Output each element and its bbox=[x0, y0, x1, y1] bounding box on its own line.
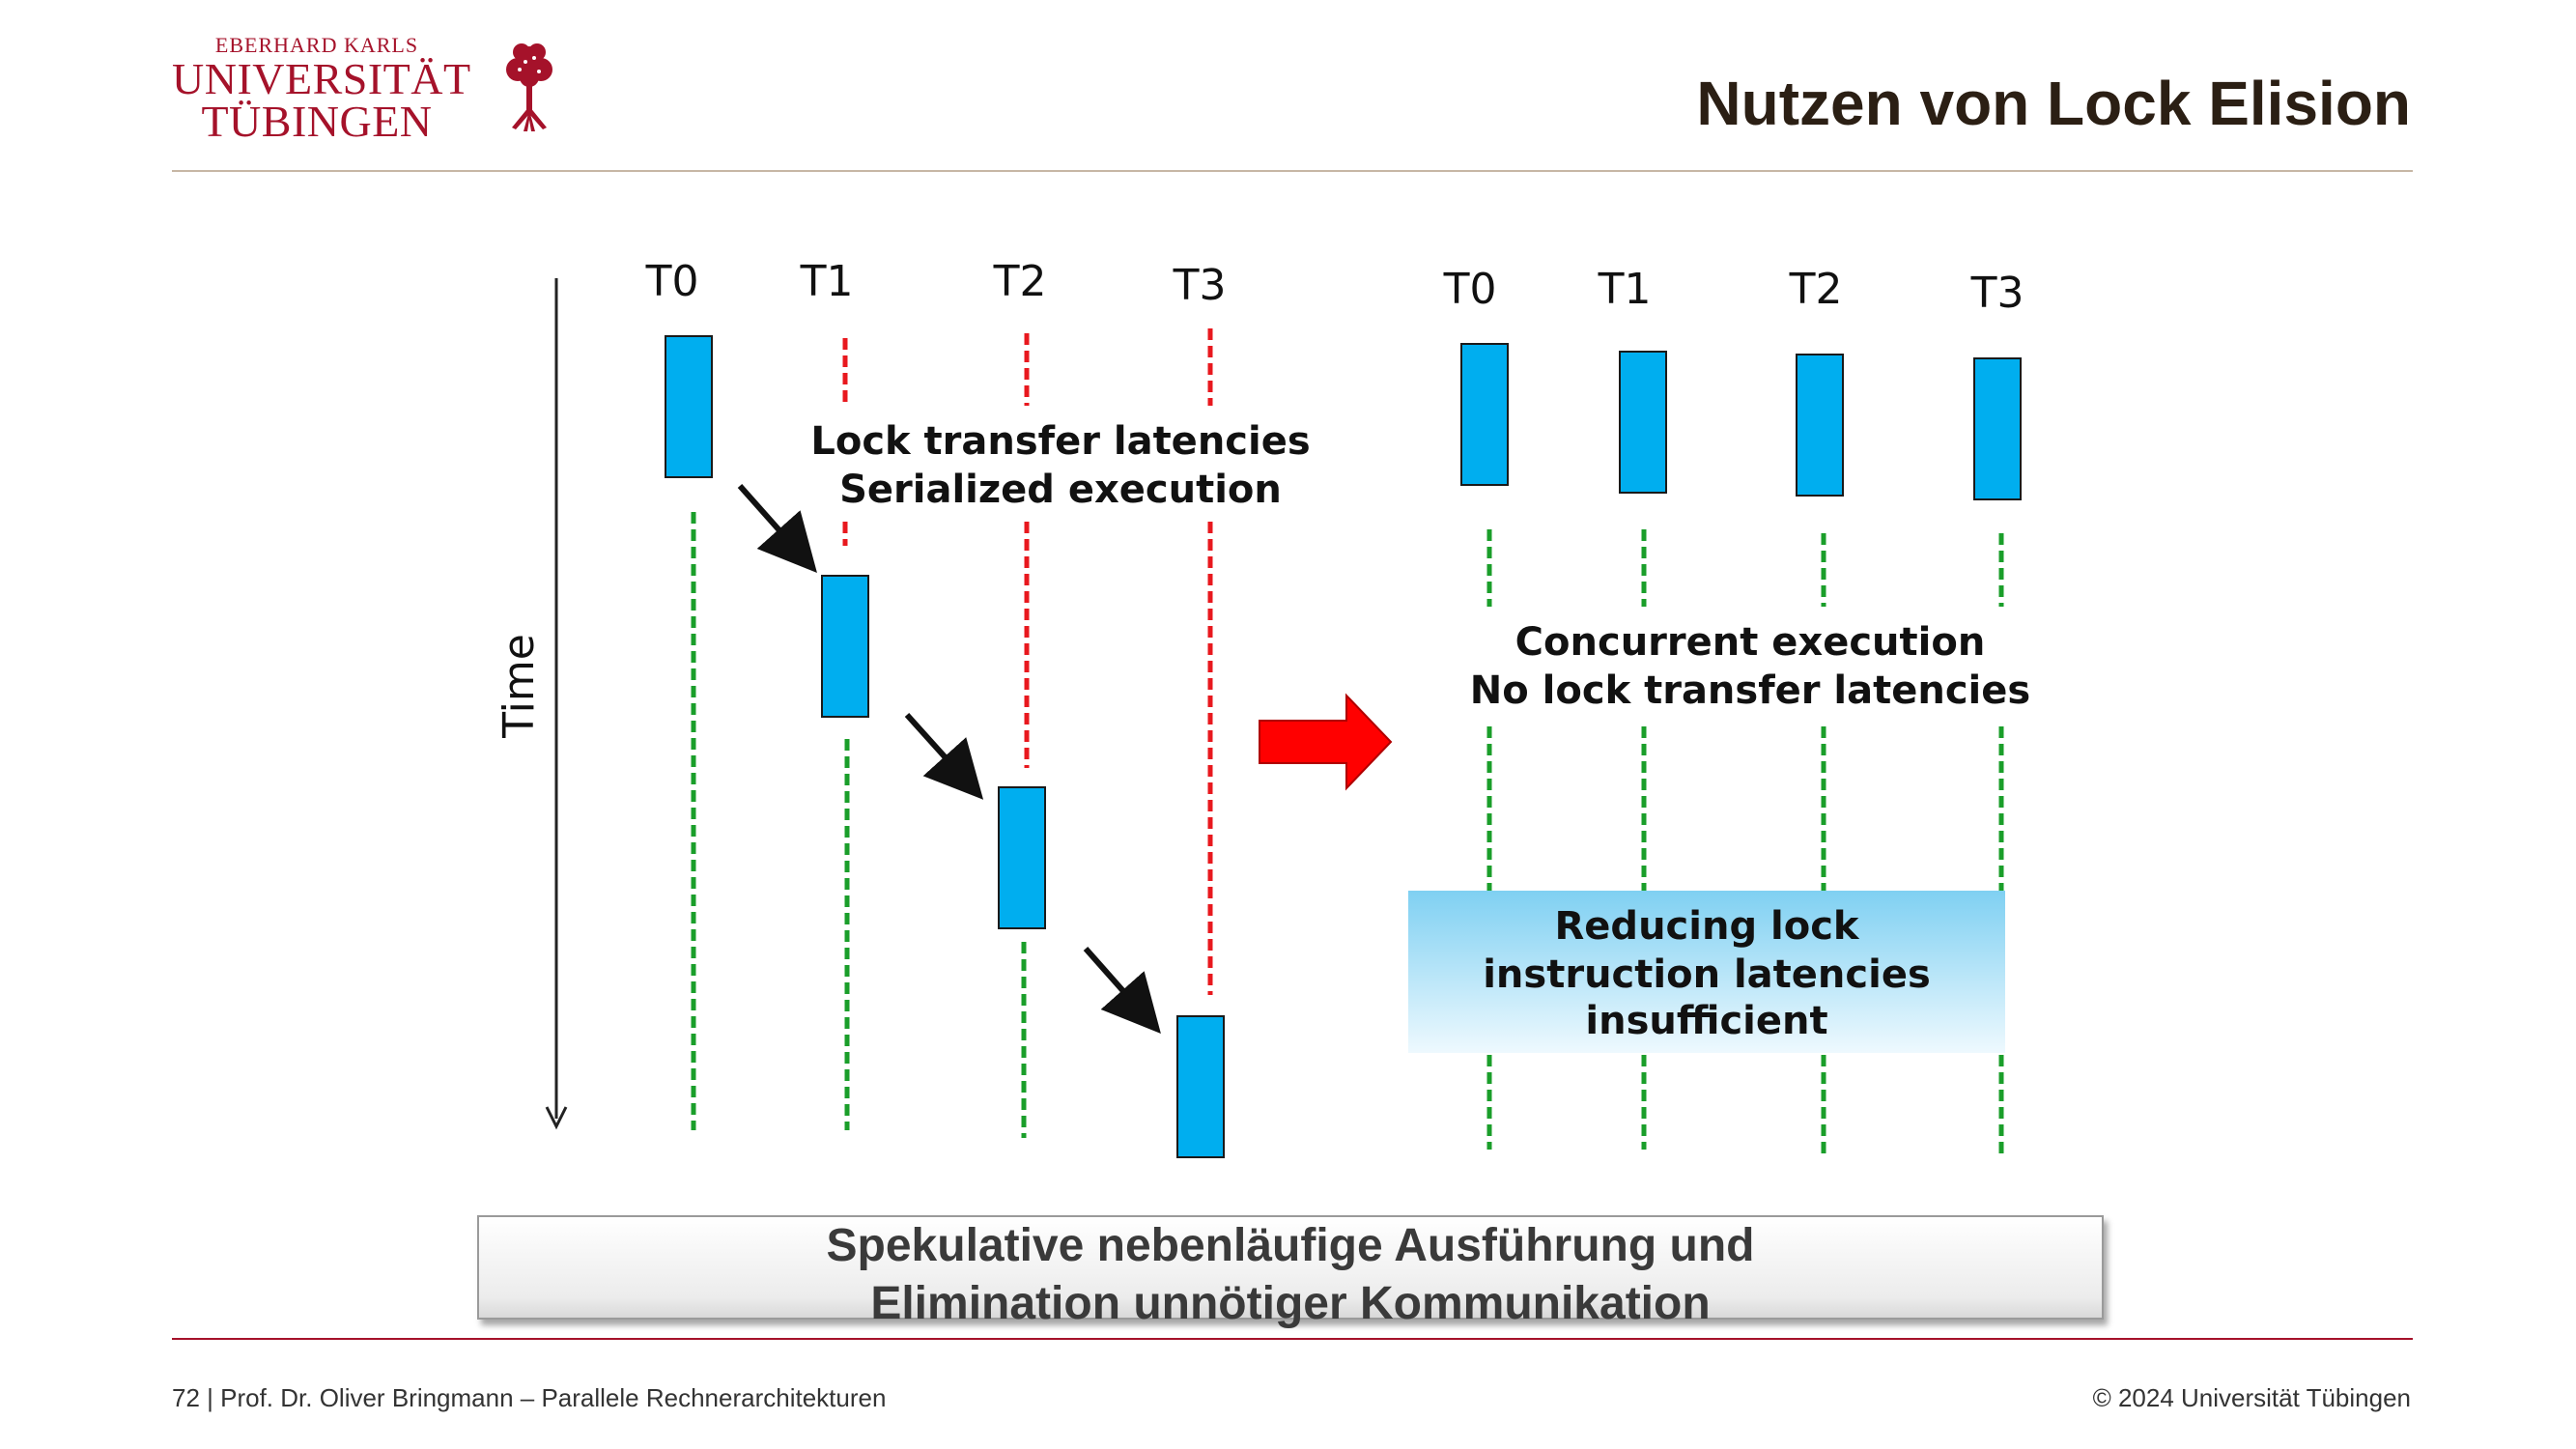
r-t1-critical-section bbox=[1619, 351, 1667, 494]
t1-critical-section bbox=[821, 575, 869, 718]
left-thread-label-t0: T0 bbox=[645, 257, 699, 306]
time-axis bbox=[545, 278, 568, 1130]
left-thread-label-t2: T2 bbox=[993, 257, 1047, 306]
right-thread-label-t2: T2 bbox=[1789, 265, 1843, 314]
right-caption-line-2: No lock transfer latencies bbox=[1470, 668, 2030, 713]
logo-line-1: EBERHARD KARLS bbox=[214, 33, 419, 57]
logo-line-2: UNIVERSITÄT bbox=[172, 54, 471, 103]
t3-critical-section bbox=[1176, 1015, 1225, 1158]
footer-divider bbox=[172, 1338, 2413, 1340]
left-caption-line-1: Lock transfer latencies bbox=[810, 419, 1310, 464]
left-thread-label-t1: T1 bbox=[800, 257, 854, 306]
t0-critical-section bbox=[665, 335, 713, 478]
footer-copyright: © 2024 Universität Tübingen bbox=[2092, 1383, 2411, 1412]
footer-slide-info: 72 | Prof. Dr. Oliver Bringmann – Parall… bbox=[172, 1383, 887, 1412]
lock-transfer-arrow-2 bbox=[904, 712, 984, 800]
time-axis-label: Time bbox=[495, 634, 544, 739]
r-t0-critical-section bbox=[1460, 343, 1509, 486]
header-divider bbox=[172, 170, 2413, 172]
university-logo: EBERHARD KARLS UNIVERSITÄT TÜBINGEN bbox=[172, 33, 578, 144]
slide-title: Nutzen von Lock Elision bbox=[1696, 69, 2411, 138]
logo-wordmark: EBERHARD KARLS UNIVERSITÄT TÜBINGEN bbox=[172, 33, 471, 146]
r-t2-critical-section bbox=[1796, 354, 1844, 497]
t2-critical-section bbox=[998, 786, 1046, 929]
lock-transfer-arrow-3 bbox=[1083, 947, 1161, 1034]
callout-line-1: Spekulative nebenläufige Ausführung und bbox=[826, 1220, 1755, 1271]
right-caption-line-1: Concurrent execution bbox=[1515, 620, 1986, 665]
left-thread-label-t3: T3 bbox=[1173, 261, 1227, 310]
lock-transfer-arrow-1 bbox=[737, 484, 817, 573]
callout-line-2: Elimination unnötiger Kommunikation bbox=[870, 1278, 1711, 1329]
tree-emblem-icon bbox=[506, 43, 552, 131]
right-thread-label-t1: T1 bbox=[1598, 265, 1652, 314]
info-box-line-3: insufficient bbox=[1585, 999, 1827, 1043]
info-box-line-2: instruction latencies bbox=[1483, 952, 1931, 997]
info-box-line-1: Reducing lock bbox=[1555, 904, 1860, 949]
transition-arrow-icon bbox=[1259, 693, 1393, 791]
logo-line-3: TÜBINGEN bbox=[201, 97, 433, 146]
r-t3-critical-section bbox=[1973, 357, 2022, 500]
latency-info-box bbox=[1408, 891, 2005, 1053]
right-thread-label-t0: T0 bbox=[1443, 265, 1497, 314]
summary-callout: Spekulative nebenläufige Ausführung und … bbox=[477, 1215, 2104, 1329]
left-caption-line-2: Serialized execution bbox=[839, 468, 1282, 512]
right-thread-label-t3: T3 bbox=[1970, 269, 2024, 318]
